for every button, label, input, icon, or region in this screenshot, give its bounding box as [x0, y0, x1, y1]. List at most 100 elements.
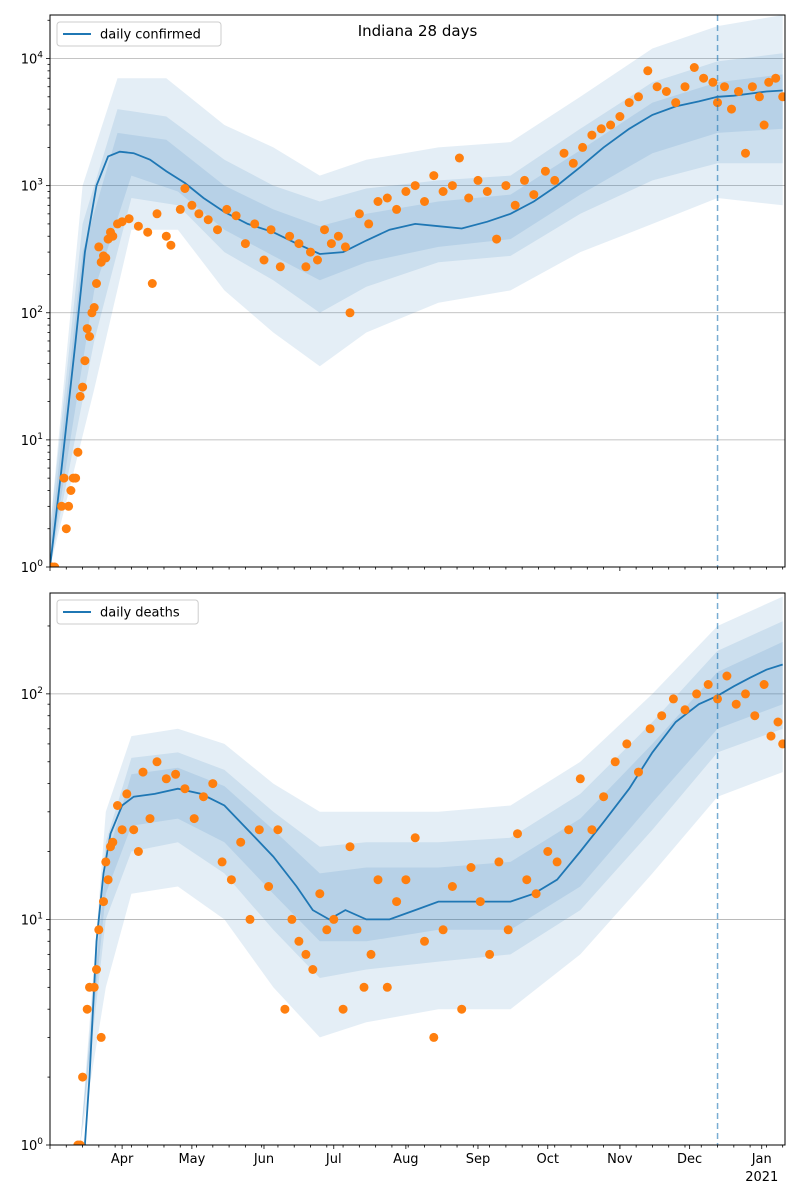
y-tick-label: 101	[21, 911, 43, 928]
data-point	[340, 242, 350, 252]
data-point	[59, 473, 69, 483]
data-point	[352, 925, 362, 935]
data-point	[161, 774, 171, 784]
data-point	[113, 801, 122, 810]
data-point	[71, 473, 81, 483]
data-point	[75, 1140, 85, 1145]
data-point	[731, 699, 741, 709]
data-point	[199, 792, 208, 802]
uncertainty-band	[50, 53, 783, 567]
data-point	[720, 82, 729, 92]
data-point	[306, 247, 315, 257]
data-point	[401, 875, 411, 885]
data-point	[494, 857, 504, 867]
data-point	[354, 209, 364, 219]
series-line	[84, 663, 783, 1145]
plot-area	[73, 596, 785, 1145]
data-point	[180, 784, 190, 794]
data-point	[624, 98, 634, 108]
data-point	[392, 204, 402, 214]
data-point	[171, 769, 181, 779]
data-point	[596, 124, 606, 134]
data-point	[373, 875, 383, 885]
data-point	[338, 1004, 348, 1014]
data-point	[82, 1004, 92, 1014]
data-point	[420, 936, 429, 946]
data-point	[529, 190, 539, 200]
data-point	[510, 200, 520, 210]
data-point	[208, 779, 218, 789]
uncertainty-band	[80, 641, 783, 1145]
legend: daily deaths	[56, 599, 199, 625]
data-point	[82, 324, 92, 334]
data-point	[575, 774, 585, 784]
data-point	[429, 1032, 439, 1042]
data-point	[522, 875, 532, 885]
data-point	[194, 209, 204, 219]
data-point	[671, 98, 681, 108]
data-point	[108, 231, 118, 241]
data-point	[485, 949, 495, 959]
data-point	[366, 949, 376, 959]
data-point	[108, 837, 118, 847]
data-point	[145, 814, 155, 824]
data-point	[503, 925, 513, 935]
data-point	[587, 130, 597, 140]
y-tick-base: 10	[21, 913, 38, 928]
data-point	[345, 308, 355, 318]
data-point	[540, 166, 550, 176]
data-point	[622, 739, 632, 749]
axes-frame	[49, 592, 786, 1146]
data-point	[410, 833, 420, 843]
data-point	[661, 87, 671, 96]
y-tick-base: 10	[21, 434, 38, 449]
plot-area	[50, 15, 785, 567]
data-point	[703, 680, 713, 689]
data-point	[454, 153, 464, 163]
data-point	[550, 175, 560, 185]
data-point	[778, 739, 785, 749]
data-point	[333, 231, 343, 241]
data-point	[245, 914, 255, 924]
x-tick-label: Sep	[466, 1152, 491, 1167]
data-point	[313, 255, 322, 265]
data-point	[643, 66, 653, 76]
data-point	[568, 158, 578, 168]
data-point	[373, 197, 383, 206]
data-point	[668, 694, 678, 704]
data-point	[520, 175, 529, 185]
x-tick-label: Aug	[393, 1152, 418, 1167]
legend-label: daily confirmed	[100, 28, 201, 43]
data-point	[492, 234, 502, 244]
data-point	[308, 965, 318, 974]
data-point	[429, 171, 439, 181]
x-year-label: 2021	[745, 1170, 778, 1185]
data-point	[85, 332, 94, 341]
data-point	[680, 705, 690, 715]
data-point	[231, 211, 241, 221]
data-point	[447, 181, 457, 191]
data-point	[606, 120, 616, 130]
data-point	[501, 181, 511, 191]
x-tick-label: May	[178, 1152, 205, 1167]
data-point	[280, 1004, 290, 1014]
axes-frame	[49, 14, 786, 568]
chart-title: Indiana 28 days	[358, 22, 478, 40]
data-point	[273, 825, 283, 835]
data-point	[764, 77, 774, 87]
data-point	[599, 792, 609, 802]
uncertainty-band	[50, 15, 783, 567]
data-point	[78, 1072, 88, 1082]
data-point	[275, 262, 285, 272]
x-tick-label: Jan	[751, 1152, 772, 1167]
data-point	[187, 200, 197, 210]
y-tick-exponent: 1	[37, 432, 43, 442]
x-tick-label: Apr	[111, 1152, 134, 1167]
data-point	[61, 524, 71, 534]
data-point	[482, 187, 492, 196]
data-point	[226, 875, 236, 885]
data-point	[203, 215, 213, 225]
x-tick-label: Nov	[607, 1152, 633, 1167]
uncertainty-band	[50, 74, 783, 567]
